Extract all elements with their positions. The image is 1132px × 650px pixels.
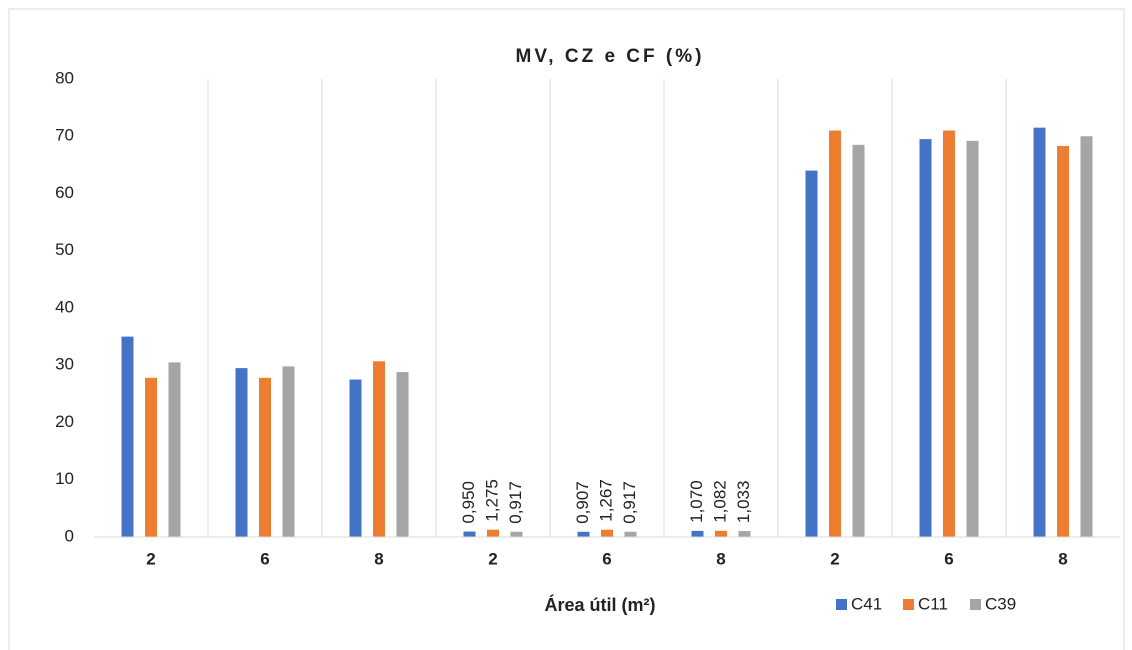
bar xyxy=(235,368,248,537)
y-tick-label: 40 xyxy=(55,297,74,316)
bar xyxy=(373,361,385,537)
data-label: 0,950 xyxy=(459,481,478,524)
bar xyxy=(168,362,181,537)
data-label: 1,070 xyxy=(687,480,706,523)
y-tick-label: 0 xyxy=(65,526,74,545)
data-label: 0,917 xyxy=(506,481,525,524)
bar xyxy=(396,372,409,537)
y-tick-label: 50 xyxy=(55,240,74,259)
bar xyxy=(1080,136,1093,537)
bar xyxy=(1033,127,1046,537)
bar xyxy=(349,379,362,537)
x-tick-label: 2 xyxy=(830,549,839,568)
y-tick-label: 80 xyxy=(55,68,74,87)
chart-title: MV, CZ e CF (%) xyxy=(516,46,705,67)
legend-swatch xyxy=(836,599,847,610)
bar xyxy=(805,170,818,537)
y-tick-label: 10 xyxy=(55,469,74,488)
legend-label: C41 xyxy=(851,594,882,613)
x-tick-label: 6 xyxy=(944,549,953,568)
bar xyxy=(966,140,979,537)
bar xyxy=(145,377,157,537)
bar xyxy=(487,529,499,537)
data-label: 1,267 xyxy=(596,479,615,522)
bar xyxy=(601,529,613,537)
bar xyxy=(919,139,932,538)
x-tick-label: 8 xyxy=(374,549,383,568)
x-tick-label: 2 xyxy=(488,549,497,568)
bar xyxy=(624,531,637,537)
data-label: 1,082 xyxy=(710,480,729,523)
data-label: 1,033 xyxy=(734,481,753,524)
x-tick-label: 2 xyxy=(146,549,155,568)
bar xyxy=(852,144,865,537)
legend-label: C39 xyxy=(985,594,1016,613)
x-tick-label: 6 xyxy=(602,549,611,568)
bar xyxy=(829,130,841,537)
bar xyxy=(1057,145,1069,538)
bar xyxy=(577,531,590,537)
bar xyxy=(282,366,295,537)
bar xyxy=(738,531,751,537)
x-axis-title: Área útil (m²) xyxy=(544,594,655,615)
bar xyxy=(943,130,955,537)
legend-label: C11 xyxy=(918,594,948,613)
bar xyxy=(691,530,704,537)
bar xyxy=(121,336,134,537)
y-tick-label: 70 xyxy=(55,126,74,145)
x-tick-label: 8 xyxy=(1058,549,1067,568)
x-tick-label: 6 xyxy=(260,549,269,568)
y-tick-label: 20 xyxy=(55,412,74,431)
x-tick-label: 8 xyxy=(716,549,725,568)
y-tick-label: 60 xyxy=(55,183,74,202)
bar xyxy=(715,530,727,537)
data-label: 0,907 xyxy=(573,481,592,524)
data-label: 1,275 xyxy=(482,479,501,522)
data-label: 0,917 xyxy=(620,481,639,524)
y-tick-label: 30 xyxy=(55,355,74,374)
legend-swatch xyxy=(903,599,914,610)
legend-swatch xyxy=(970,599,981,610)
bar xyxy=(510,531,523,537)
bar xyxy=(259,377,271,537)
bar xyxy=(463,531,476,537)
chart-frame xyxy=(8,8,1125,650)
